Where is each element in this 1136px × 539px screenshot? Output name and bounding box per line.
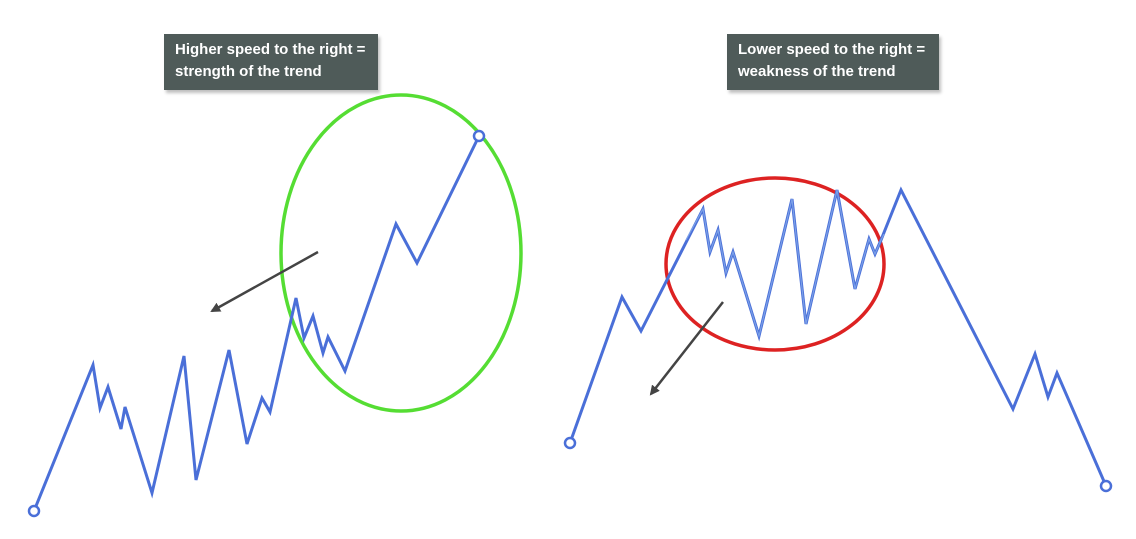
caption-box-right: Lower speed to the right = weakness of t… — [727, 34, 939, 90]
highlight-ellipse-right — [664, 176, 886, 352]
arrow-left — [210, 250, 319, 313]
price-line-right — [568, 186, 1108, 487]
start-marker-right — [563, 436, 577, 450]
price-line-left — [32, 135, 481, 512]
start-marker-left — [27, 504, 41, 518]
highlight-ellipse-left — [279, 93, 523, 413]
end-marker-right — [1099, 479, 1113, 493]
end-marker-left — [472, 129, 486, 143]
caption-box-left: Higher speed to the right = strength of … — [164, 34, 378, 90]
caption-right-line1: Lower speed to the right = — [738, 41, 926, 58]
caption-left-line1: Higher speed to the right = — [175, 41, 366, 58]
price-line-right-highlight — [685, 189, 885, 339]
caption-right-line2: weakness of the trend — [738, 63, 896, 80]
caption-left-line2: strength of the trend — [175, 63, 322, 80]
arrow-right — [649, 301, 724, 396]
